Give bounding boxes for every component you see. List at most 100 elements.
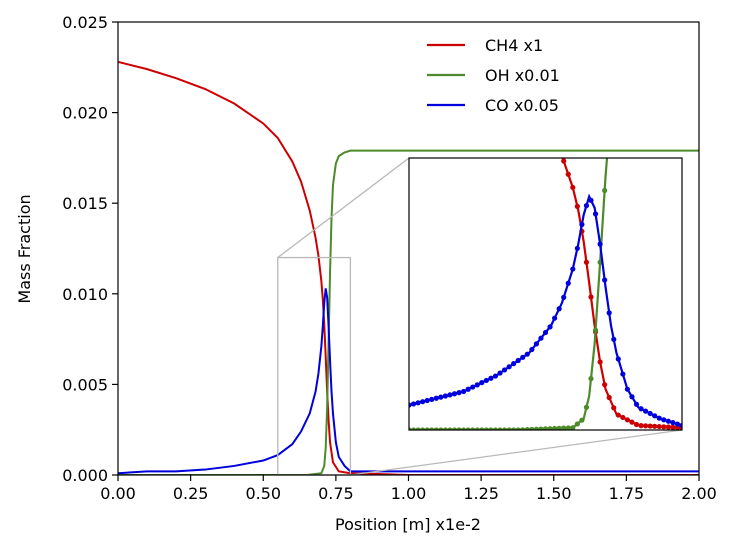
inset-data-point <box>442 393 448 399</box>
y-tick-label: 0.020 <box>62 104 108 123</box>
inset-data-point <box>429 396 435 402</box>
inset-data-point <box>465 427 471 430</box>
inset-data-point <box>410 401 417 407</box>
inset-data-point <box>493 60 498 65</box>
inset-data-point <box>638 406 644 412</box>
inset-data-point <box>465 386 471 392</box>
inset-data-point <box>501 367 508 373</box>
inset-data-point <box>565 280 571 286</box>
inset-data-point <box>592 327 599 333</box>
inset-data-point <box>588 376 594 382</box>
inset-data-point <box>652 413 658 419</box>
inset-data-point <box>447 392 453 398</box>
zoom-connector-line <box>277 157 410 259</box>
inset-data-point <box>538 115 543 120</box>
inset-data-point <box>552 425 558 430</box>
inset-data-point <box>607 128 612 133</box>
x-tick-label: 0.75 <box>318 484 354 503</box>
inset-data-point <box>615 356 621 362</box>
y-tick-label: 0.015 <box>62 194 108 213</box>
x-tick-label: 0.00 <box>100 484 136 503</box>
x-tick-label: 2.00 <box>681 484 717 503</box>
inset-data-point <box>666 23 671 28</box>
inset-data-point <box>583 203 590 209</box>
inset-data-point <box>538 335 544 341</box>
inset-data-point <box>452 30 457 35</box>
inset-data-point <box>606 394 612 401</box>
inset-data-point <box>624 386 631 392</box>
inset-data-point <box>470 427 476 430</box>
inset-data-point <box>434 21 439 26</box>
inset-data-point <box>501 427 508 430</box>
series-line-0 <box>118 60 699 475</box>
inset-data-point <box>520 427 526 430</box>
inset-data-point <box>438 394 444 400</box>
inset-data-point <box>611 85 616 90</box>
inset-data-point <box>524 351 530 357</box>
inset-data-point <box>588 197 594 203</box>
legend-label: OH x0.01 <box>485 66 560 85</box>
inset-data-point <box>542 329 549 336</box>
inset-data-point <box>552 138 557 143</box>
inset-data-point <box>661 24 666 29</box>
inset-data-point <box>542 426 549 430</box>
inset-data-point <box>447 28 452 33</box>
inset-data-point <box>625 38 630 43</box>
inset-data-point <box>547 426 553 430</box>
inset-data-point <box>602 277 608 283</box>
inset-data-point <box>588 294 594 300</box>
inset-data-point <box>657 24 662 29</box>
inset-data-point <box>597 241 603 247</box>
inset-data-point <box>611 405 617 411</box>
inset-data-point <box>516 84 521 89</box>
main-plot-area: 0.00 0.25 0.50 0.75 1.00 1.25 1.50 1.75 2.00 0.00… <box>62 13 717 503</box>
inset-frame <box>408 157 683 431</box>
inset-data-point <box>515 357 521 364</box>
inset-data-point <box>425 16 430 21</box>
inset-data-point <box>583 259 590 265</box>
inset-data-point <box>411 8 416 13</box>
legend: CH4 x1 OH x0.01 CO x0.05 <box>427 36 560 115</box>
inset-data-point <box>409 427 412 430</box>
inset-data-point <box>547 129 552 134</box>
series-lines <box>118 60 699 475</box>
inset-data-point <box>420 399 426 405</box>
inset-data-point <box>438 427 444 430</box>
inset-data-point <box>561 294 567 300</box>
x-tick-label: 0.25 <box>173 484 209 503</box>
inset-data-point <box>665 418 671 424</box>
inset-data-point <box>483 427 489 430</box>
inset-data-point <box>433 427 439 430</box>
inset-data-point <box>451 427 458 430</box>
inset-data-point <box>638 28 643 33</box>
inset-data-point <box>592 211 599 217</box>
inset-data-point <box>674 421 681 427</box>
inset-data-point <box>574 203 580 209</box>
inset-data-point <box>416 11 421 16</box>
zoom-region-box <box>277 256 352 476</box>
inset-data-point <box>474 427 480 430</box>
inset-data-point <box>565 425 571 430</box>
inset-data-point <box>533 426 539 430</box>
inset-data-point <box>556 425 562 430</box>
inset-data-point <box>524 427 530 430</box>
inset-data-point <box>665 424 671 430</box>
inset-data-point <box>620 414 626 421</box>
inset-data-point <box>483 377 489 384</box>
inset-data-point <box>561 158 567 164</box>
inset-data-point <box>461 427 467 430</box>
inset-data-point <box>670 420 676 426</box>
inset-data-point <box>470 42 475 47</box>
inset-data-point <box>611 336 617 342</box>
inset-data-point <box>506 427 512 430</box>
inset-data-point <box>520 354 526 360</box>
inset-data-point <box>643 408 649 414</box>
inset-data-point <box>433 395 439 401</box>
inset-data-point <box>466 39 471 44</box>
x-tick-label: 1.75 <box>609 484 645 503</box>
inset-data-point <box>670 23 675 28</box>
inset-data-point <box>492 373 499 379</box>
inset-data-point <box>643 423 649 429</box>
inset-data-point <box>606 310 612 316</box>
inset-data-point <box>456 33 461 38</box>
